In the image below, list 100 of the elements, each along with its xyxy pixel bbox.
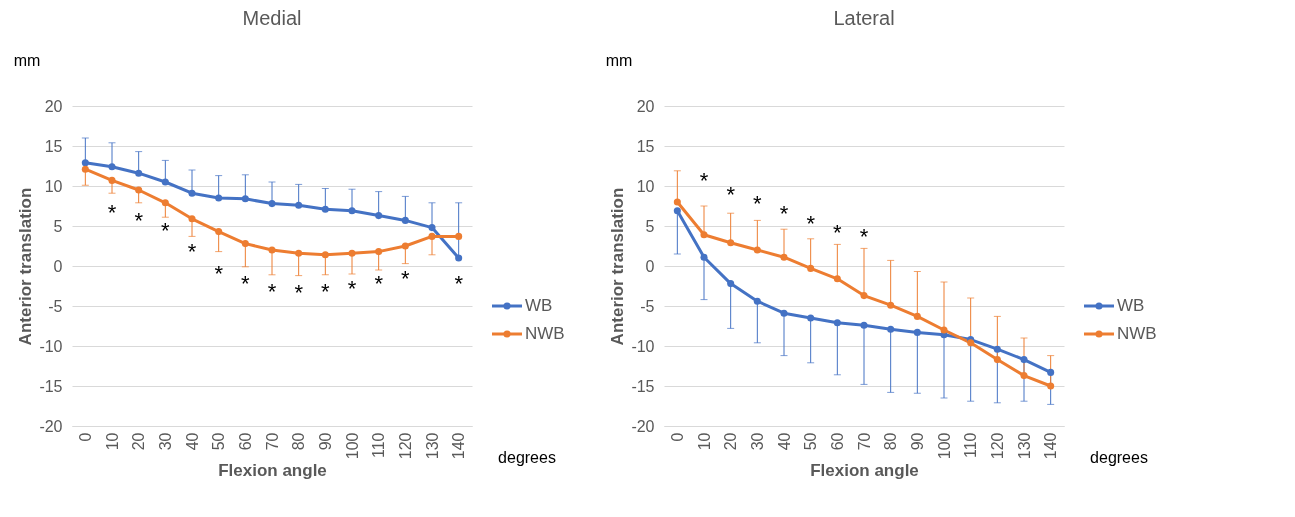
point <box>428 232 436 240</box>
x-tick-label: 100 <box>343 432 361 460</box>
annotation: * <box>187 238 197 264</box>
x-tick-label: 30 <box>748 432 766 451</box>
y-tick-label: -5 <box>48 297 63 315</box>
point <box>1020 356 1028 364</box>
point <box>940 326 948 334</box>
x-tick-label: 140 <box>450 432 468 460</box>
x-tick-label: 60 <box>236 432 254 451</box>
point <box>108 176 116 184</box>
point <box>215 228 223 236</box>
annotation: * <box>833 220 843 246</box>
y-tick-label: 0 <box>53 257 63 275</box>
x-tick-label: 20 <box>722 432 740 451</box>
annotation: * <box>267 278 277 304</box>
point <box>188 189 196 197</box>
x-axis-title: Flexion angle <box>810 461 919 481</box>
annotation: * <box>321 278 331 304</box>
annotation: * <box>806 210 816 236</box>
annotation: * <box>134 208 144 234</box>
y-tick-label: 5 <box>645 217 655 235</box>
point <box>993 356 1001 364</box>
annotation: * <box>454 270 464 296</box>
x-tick-label: 140 <box>1042 432 1060 460</box>
x-tick-label: 0 <box>76 432 94 442</box>
x-tick-label: 80 <box>290 432 308 451</box>
y-tick-label: 0 <box>645 257 655 275</box>
x-axis-title: Flexion angle <box>218 461 327 481</box>
text: degrees <box>1090 449 1148 466</box>
chart-title: Medial <box>242 7 302 29</box>
point <box>913 312 921 320</box>
x-tick-label: 30 <box>156 432 174 451</box>
text: degrees <box>498 449 556 466</box>
y-tick-label: -10 <box>631 337 655 355</box>
y-tick-label: 10 <box>636 177 655 195</box>
annotation: * <box>699 168 709 194</box>
x-tick-label: 40 <box>775 432 793 451</box>
point <box>753 297 761 305</box>
point <box>700 253 708 261</box>
point <box>161 199 169 207</box>
x-tick-label: 20 <box>130 432 148 451</box>
annotation: * <box>401 265 411 291</box>
point <box>135 169 143 177</box>
x-tick-label: 70 <box>263 432 281 451</box>
y-axis-title: Anterior translation <box>16 187 36 346</box>
x-tick-label: 120 <box>396 432 414 460</box>
legend-label: NWB <box>1117 324 1157 343</box>
point <box>161 178 169 186</box>
point <box>727 239 735 247</box>
annotation: * <box>779 201 789 226</box>
annotation: * <box>214 261 224 286</box>
annotation: * <box>726 181 736 207</box>
point <box>188 215 196 223</box>
point <box>321 205 329 213</box>
point <box>295 201 303 209</box>
point <box>428 224 436 232</box>
x-tick-label: 70 <box>855 432 873 451</box>
annotation: * <box>347 276 357 302</box>
y-tick-label: -5 <box>640 297 655 315</box>
point <box>700 231 708 239</box>
y-tick-label: 20 <box>636 97 655 115</box>
point <box>321 251 329 259</box>
x-tick-label: 0 <box>668 432 686 442</box>
x-tick-label: 10 <box>103 432 121 451</box>
y-tick-label: 20 <box>44 97 63 115</box>
legend-label: NWB <box>525 324 565 343</box>
point <box>241 195 249 203</box>
x-tick-label: 50 <box>802 432 820 451</box>
point <box>401 216 409 224</box>
point <box>753 246 761 254</box>
annotation: * <box>859 224 869 250</box>
point <box>887 301 895 309</box>
chart-title: Lateral <box>833 7 895 29</box>
y-tick-label: -20 <box>631 417 655 435</box>
text: mm <box>13 52 41 69</box>
point <box>807 264 815 272</box>
annotation: * <box>753 190 763 216</box>
point <box>455 254 463 262</box>
point <box>215 194 223 202</box>
point <box>348 249 356 257</box>
annotation: * <box>107 200 117 226</box>
point <box>455 232 463 240</box>
y-tick-label: -15 <box>631 377 655 395</box>
x-tick-label: 90 <box>908 432 926 451</box>
legend-label: WB <box>525 296 553 315</box>
x-tick-label: 100 <box>935 432 953 460</box>
point <box>807 314 815 322</box>
point <box>673 207 681 215</box>
point <box>375 212 383 220</box>
point <box>1047 368 1055 376</box>
y-tick-label: 15 <box>636 137 655 155</box>
point <box>913 328 921 336</box>
point <box>241 240 249 248</box>
x-tick-label: 60 <box>828 432 846 451</box>
point <box>135 186 143 194</box>
point <box>833 319 841 327</box>
point <box>993 345 1001 353</box>
annotation: * <box>294 280 304 306</box>
point <box>268 246 276 254</box>
y-tick-label: -15 <box>39 377 63 395</box>
